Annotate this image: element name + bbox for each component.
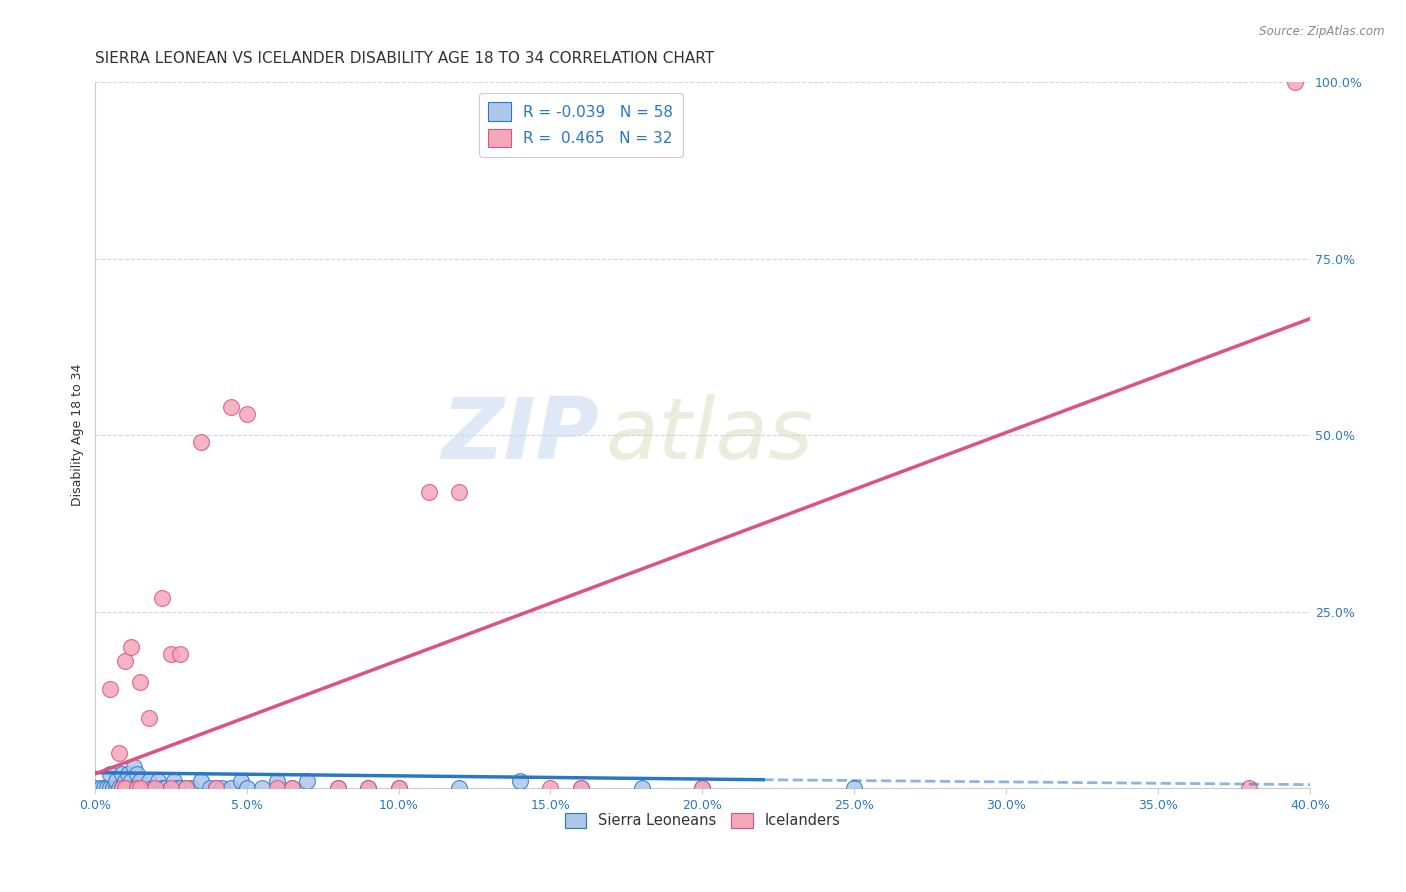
Point bbox=[93, 781, 115, 796]
Point bbox=[449, 781, 471, 796]
Point bbox=[326, 781, 349, 796]
Point bbox=[1284, 75, 1306, 89]
Point bbox=[418, 484, 440, 499]
Point bbox=[166, 781, 188, 796]
Point bbox=[266, 781, 288, 796]
Point bbox=[114, 654, 136, 668]
Point bbox=[150, 781, 173, 796]
Point bbox=[150, 591, 173, 605]
Point bbox=[90, 781, 112, 796]
Point bbox=[141, 781, 163, 796]
Point bbox=[211, 781, 233, 796]
Text: ZIP: ZIP bbox=[441, 393, 599, 476]
Point bbox=[114, 781, 136, 796]
Point bbox=[114, 774, 136, 789]
Legend: Sierra Leoneans, Icelanders: Sierra Leoneans, Icelanders bbox=[558, 806, 846, 834]
Point bbox=[120, 774, 142, 789]
Point bbox=[297, 774, 319, 789]
Point bbox=[449, 484, 471, 499]
Text: Source: ZipAtlas.com: Source: ZipAtlas.com bbox=[1260, 25, 1385, 38]
Point bbox=[169, 647, 191, 661]
Point bbox=[111, 781, 134, 796]
Point bbox=[138, 774, 160, 789]
Point bbox=[326, 781, 349, 796]
Point bbox=[122, 760, 145, 774]
Point bbox=[129, 781, 152, 796]
Point bbox=[357, 781, 380, 796]
Point bbox=[630, 781, 652, 796]
Point bbox=[101, 781, 124, 796]
Point bbox=[122, 781, 145, 796]
Point bbox=[281, 781, 304, 796]
Point bbox=[104, 774, 127, 789]
Point bbox=[96, 781, 118, 796]
Point bbox=[387, 781, 409, 796]
Point bbox=[540, 781, 562, 796]
Point bbox=[266, 774, 288, 789]
Point bbox=[174, 781, 197, 796]
Point bbox=[98, 767, 121, 781]
Point bbox=[221, 400, 243, 414]
Point bbox=[108, 781, 131, 796]
Point bbox=[692, 781, 714, 796]
Point bbox=[135, 781, 157, 796]
Point bbox=[1239, 781, 1261, 796]
Point bbox=[127, 767, 149, 781]
Point bbox=[104, 781, 127, 796]
Point bbox=[148, 774, 170, 789]
Point bbox=[111, 767, 134, 781]
Point bbox=[129, 774, 152, 789]
Point bbox=[205, 781, 228, 796]
Point bbox=[159, 647, 181, 661]
Point bbox=[692, 781, 714, 796]
Point bbox=[229, 774, 252, 789]
Point bbox=[281, 781, 304, 796]
Point bbox=[153, 781, 176, 796]
Point bbox=[174, 781, 197, 796]
Point bbox=[159, 781, 181, 796]
Point bbox=[117, 767, 139, 781]
Point bbox=[138, 710, 160, 724]
Point bbox=[145, 781, 167, 796]
Point bbox=[221, 781, 243, 796]
Point bbox=[190, 435, 212, 450]
Y-axis label: Disability Age 18 to 34: Disability Age 18 to 34 bbox=[72, 364, 84, 507]
Point bbox=[509, 774, 531, 789]
Text: SIERRA LEONEAN VS ICELANDER DISABILITY AGE 18 TO 34 CORRELATION CHART: SIERRA LEONEAN VS ICELANDER DISABILITY A… bbox=[94, 51, 714, 66]
Point bbox=[129, 675, 152, 690]
Point bbox=[127, 781, 149, 796]
Point bbox=[108, 746, 131, 760]
Point bbox=[98, 781, 121, 796]
Point bbox=[235, 781, 257, 796]
Point bbox=[159, 781, 181, 796]
Point bbox=[198, 781, 221, 796]
Point bbox=[129, 781, 152, 796]
Point bbox=[127, 781, 149, 796]
Point bbox=[120, 781, 142, 796]
Point bbox=[569, 781, 592, 796]
Point bbox=[83, 781, 105, 796]
Point bbox=[235, 407, 257, 421]
Point bbox=[205, 781, 228, 796]
Point bbox=[132, 781, 155, 796]
Text: atlas: atlas bbox=[605, 393, 813, 476]
Point bbox=[844, 781, 866, 796]
Point bbox=[180, 781, 202, 796]
Point bbox=[111, 781, 134, 796]
Point bbox=[114, 781, 136, 796]
Point bbox=[163, 774, 186, 789]
Point bbox=[357, 781, 380, 796]
Point bbox=[98, 682, 121, 697]
Point bbox=[145, 781, 167, 796]
Point bbox=[569, 781, 592, 796]
Point bbox=[190, 774, 212, 789]
Point bbox=[117, 781, 139, 796]
Point bbox=[169, 781, 191, 796]
Point bbox=[250, 781, 273, 796]
Point bbox=[387, 781, 409, 796]
Point bbox=[120, 640, 142, 654]
